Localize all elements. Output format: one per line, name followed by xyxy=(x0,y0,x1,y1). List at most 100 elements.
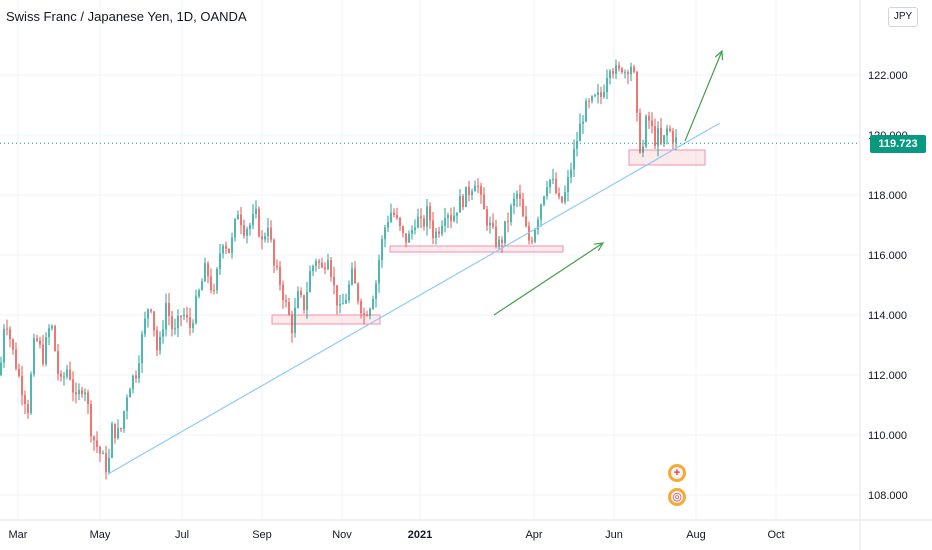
candle-body xyxy=(615,65,617,74)
x-tick-label: Sep xyxy=(252,529,272,541)
candle-body xyxy=(126,397,128,412)
candle-body xyxy=(45,337,47,364)
candle-body xyxy=(540,204,542,220)
candle-body xyxy=(297,290,299,308)
candle-body xyxy=(129,389,131,398)
candle-body xyxy=(408,233,410,243)
candle-body xyxy=(456,212,458,216)
candle-body xyxy=(201,281,203,291)
candle-body xyxy=(165,303,167,330)
candle-body xyxy=(585,101,587,122)
trendline xyxy=(107,122,721,475)
candle-body xyxy=(546,187,548,197)
candle-body xyxy=(522,198,524,217)
currency-button[interactable]: JPY xyxy=(888,7,918,27)
candle-body xyxy=(498,239,500,246)
candle-body xyxy=(474,185,476,192)
candle-body xyxy=(405,233,407,243)
candle-body xyxy=(9,329,11,340)
candle-body xyxy=(36,338,38,341)
candle-body xyxy=(582,121,584,124)
y-tick-label: 118.000 xyxy=(868,190,907,202)
candle-body xyxy=(186,314,188,318)
x-tick-label: Nov xyxy=(332,529,352,541)
dividend-plus-icon[interactable]: + xyxy=(668,464,686,482)
candle-body xyxy=(618,65,620,69)
candle-body xyxy=(264,236,266,240)
candle-body xyxy=(399,217,401,227)
candle-body xyxy=(123,411,125,430)
candle-body xyxy=(444,218,446,226)
candle-body xyxy=(288,301,290,315)
candle-body xyxy=(93,436,95,441)
candle-body xyxy=(18,368,20,376)
candle-body xyxy=(222,245,224,254)
support-zone xyxy=(389,245,564,253)
candle-body xyxy=(219,253,221,270)
candle-body xyxy=(225,245,227,249)
candle-body xyxy=(570,169,572,178)
candle-body xyxy=(381,239,383,261)
arrow-line xyxy=(684,50,723,142)
candle-body xyxy=(66,369,68,377)
y-tick-label: 108.000 xyxy=(868,490,908,502)
candle-body xyxy=(465,186,467,207)
candle-body xyxy=(195,296,197,324)
candle-body xyxy=(315,261,317,267)
candle-body xyxy=(360,301,362,314)
candle-body xyxy=(48,328,50,338)
candle-body xyxy=(525,216,527,227)
candle-body xyxy=(30,374,32,414)
event-target-icon[interactable]: ◎ xyxy=(668,488,686,506)
candle-body xyxy=(351,268,353,285)
candle-body xyxy=(453,215,455,222)
candle-body xyxy=(174,328,176,330)
candle-body xyxy=(537,219,539,230)
candle-body xyxy=(339,303,341,306)
candle-body xyxy=(414,227,416,231)
candles xyxy=(0,59,677,480)
candle-body xyxy=(417,216,419,228)
candle-body xyxy=(117,428,119,439)
candle-body xyxy=(267,227,269,237)
candle-body xyxy=(12,339,14,350)
candle-body xyxy=(177,315,179,329)
arrow-head xyxy=(594,242,605,252)
candle-body xyxy=(213,290,215,292)
candle-body xyxy=(300,290,302,296)
arrow-line xyxy=(493,242,604,316)
candle-body xyxy=(426,206,428,227)
candle-body xyxy=(495,226,497,246)
candle-body xyxy=(348,284,350,301)
y-tick-label: 114.000 xyxy=(868,310,907,322)
candle-body xyxy=(87,392,89,405)
candle-body xyxy=(156,330,158,351)
candle-body xyxy=(21,375,23,396)
candle-body xyxy=(114,423,116,439)
candle-body xyxy=(450,215,452,222)
candle-body xyxy=(75,392,77,395)
candle-body xyxy=(120,428,122,430)
x-tick-label: Mar xyxy=(9,529,28,541)
candle-body xyxy=(519,193,521,199)
candle-body xyxy=(234,219,236,238)
candle-body xyxy=(630,66,632,75)
candle-body xyxy=(528,226,530,241)
candle-body xyxy=(486,209,488,226)
candle-body xyxy=(567,177,569,193)
chart-title: Swiss Franc / Japanese Yen, 1D, OANDA xyxy=(6,9,247,24)
candle-body xyxy=(420,216,422,219)
candle-body xyxy=(597,92,599,96)
y-tick-label: 112.000 xyxy=(868,370,907,382)
candle-body xyxy=(276,265,278,267)
candle-body xyxy=(447,215,449,219)
candle-body xyxy=(318,261,320,263)
candle-body xyxy=(246,229,248,236)
candle-body xyxy=(102,453,104,455)
candle-body xyxy=(330,260,332,277)
candle-body xyxy=(291,314,293,333)
candle-body xyxy=(90,404,92,437)
candle-body xyxy=(51,325,53,329)
candle-body xyxy=(390,212,392,223)
